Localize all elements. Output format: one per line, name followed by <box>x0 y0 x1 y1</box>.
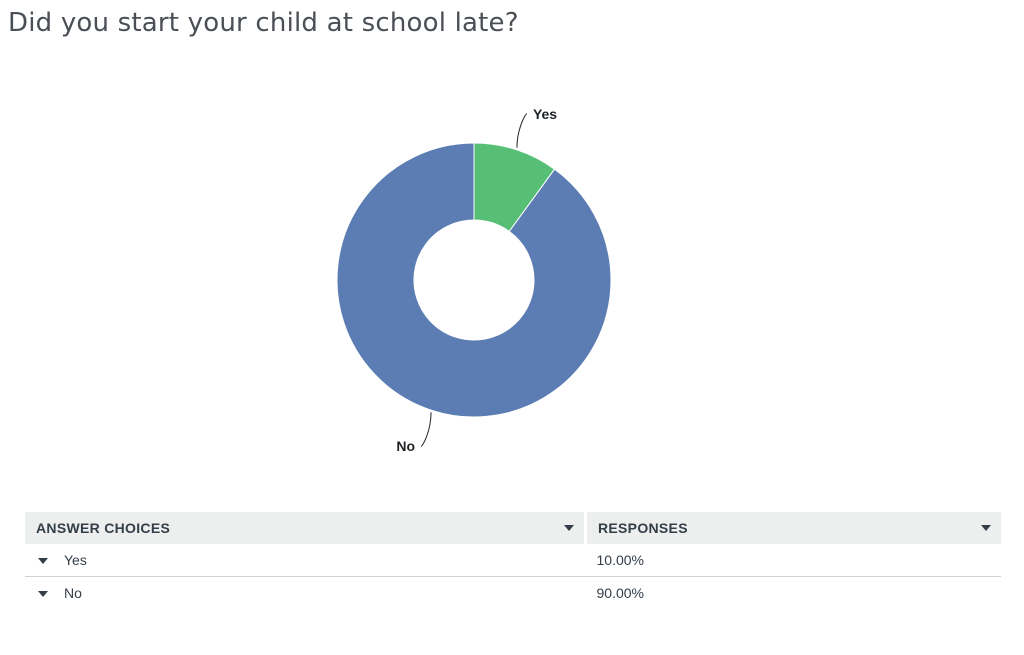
slices-layer <box>336 142 612 418</box>
answer-choice-cell: Yes <box>25 544 586 577</box>
table-row: No 90.00% <box>25 577 1001 610</box>
expand-triangle-icon[interactable] <box>38 557 48 564</box>
table-row: Yes 10.00% <box>25 544 1001 577</box>
table-header-row: ANSWER CHOICES RESPONSES <box>25 512 1001 544</box>
responses-header-label: RESPONSES <box>598 520 688 536</box>
responses-header[interactable]: RESPONSES <box>585 512 1001 544</box>
slice-label-yes: Yes <box>533 106 557 122</box>
sort-down-icon[interactable] <box>981 525 991 531</box>
sort-down-icon[interactable] <box>564 525 574 531</box>
leader-line-yes <box>516 113 528 148</box>
donut-chart: Yes No <box>336 106 612 454</box>
answer-choice-cell: No <box>25 577 586 610</box>
leader-line-no <box>420 412 432 447</box>
answer-choice-label: Yes <box>64 552 87 568</box>
donut-slice-no[interactable] <box>336 142 612 418</box>
answer-choices-header[interactable]: ANSWER CHOICES <box>25 512 587 544</box>
answer-choice-label: No <box>64 585 82 601</box>
answer-choices-header-label: ANSWER CHOICES <box>36 520 171 536</box>
response-cell: 10.00% <box>585 544 1001 577</box>
labels-layer: Yes No <box>396 106 557 454</box>
slice-label-no: No <box>396 438 415 454</box>
response-cell: 90.00% <box>596 585 644 601</box>
expand-triangle-icon[interactable] <box>38 590 48 597</box>
results-table: ANSWER CHOICES RESPONSES Yes 10.00% No 9… <box>25 512 1001 609</box>
question-title: Did you start your child at school late? <box>8 8 519 38</box>
